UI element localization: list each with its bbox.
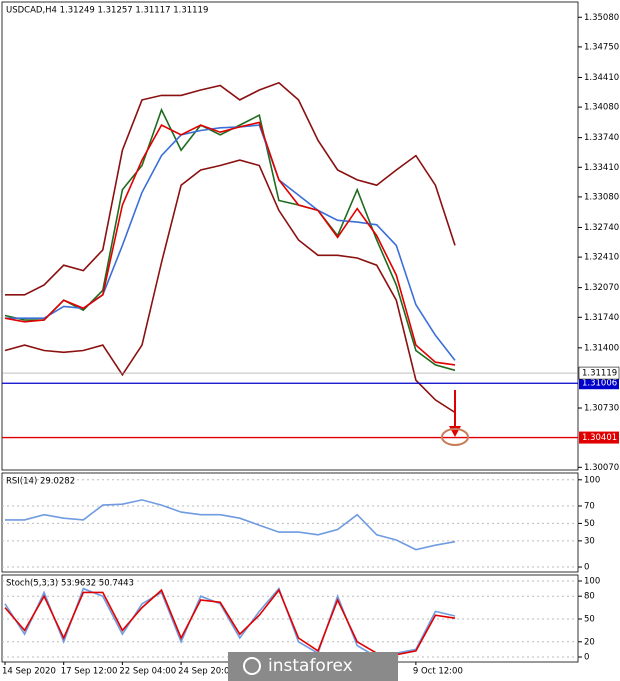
target-circle <box>441 428 469 446</box>
y-tick-label: 1.35080 <box>584 13 619 23</box>
watermark-bg <box>228 652 398 681</box>
y-tick-label: 1.34410 <box>584 73 619 83</box>
watermark-logo <box>243 657 261 675</box>
y-tick-label: 1.34080 <box>584 103 619 113</box>
arrow-head <box>449 426 461 437</box>
x-tick-label: 14 Sep 2020 <box>2 667 56 677</box>
y-tick-label: 1.33410 <box>584 163 619 173</box>
panel-title: Stoch(5,3,3) 53.9632 50.7443 <box>6 579 134 589</box>
panel-title: USDCAD,H4 1.31249 1.31257 1.31117 1.3111… <box>6 6 208 16</box>
y-tick-label: 1.31740 <box>584 313 619 323</box>
y-tick-label: 1.32410 <box>584 253 619 263</box>
last-price-bg <box>578 366 620 380</box>
y-tick-label: 100 <box>584 577 600 587</box>
x-tick-label: 17 Sep 12:00 <box>61 667 118 677</box>
y-tick-label: 0 <box>584 563 589 573</box>
series-line <box>5 499 456 551</box>
level-label-bg <box>579 377 619 390</box>
last-price-label: 1.31119 <box>582 369 617 379</box>
series-line <box>4 121 456 366</box>
level-label: 1.30401 <box>582 433 617 443</box>
y-tick-label: 1.32070 <box>584 283 619 293</box>
y-tick-label: 20 <box>584 637 595 647</box>
watermark-box: instaforex <box>228 652 398 681</box>
panel-title: RSI(14) 29.0282 <box>6 477 75 487</box>
y-tick-label: 1.33080 <box>584 192 619 202</box>
series-line <box>4 587 456 658</box>
x-tick-label: 22 Sep 04:00 <box>119 667 176 677</box>
y-tick-label: 30 <box>584 536 595 546</box>
series-line <box>5 124 456 361</box>
annotation <box>441 390 469 446</box>
panel-frame <box>1 472 579 573</box>
y-tick-label: 70 <box>584 501 595 511</box>
y-tick-label: 1.30070 <box>584 463 619 473</box>
y-tick-label: 0 <box>584 652 589 662</box>
y-tick-label: 50 <box>584 614 595 624</box>
y-tick-label: 1.34750 <box>584 42 619 52</box>
y-tick-label: 80 <box>584 592 595 602</box>
series-line <box>5 81 456 296</box>
level-label: 1.31006 <box>582 379 617 389</box>
y-tick-label: 50 <box>584 519 595 529</box>
watermark-text: instaforex <box>268 656 353 676</box>
level-label-bg <box>579 431 619 444</box>
series-line <box>4 159 456 414</box>
y-tick-label: 1.33740 <box>584 133 619 143</box>
y-tick-label: 1.31400 <box>584 343 619 353</box>
y-tick-label: 1.30730 <box>584 404 619 414</box>
panel-frame <box>1 1 579 471</box>
series-line <box>4 107 456 372</box>
x-tick-label: 24 Sep 20:00 <box>178 667 235 677</box>
y-tick-label: 1.32740 <box>584 223 619 233</box>
y-tick-label: 100 <box>584 475 600 485</box>
x-tick-label: 9 Oct 12:00 <box>413 667 463 677</box>
